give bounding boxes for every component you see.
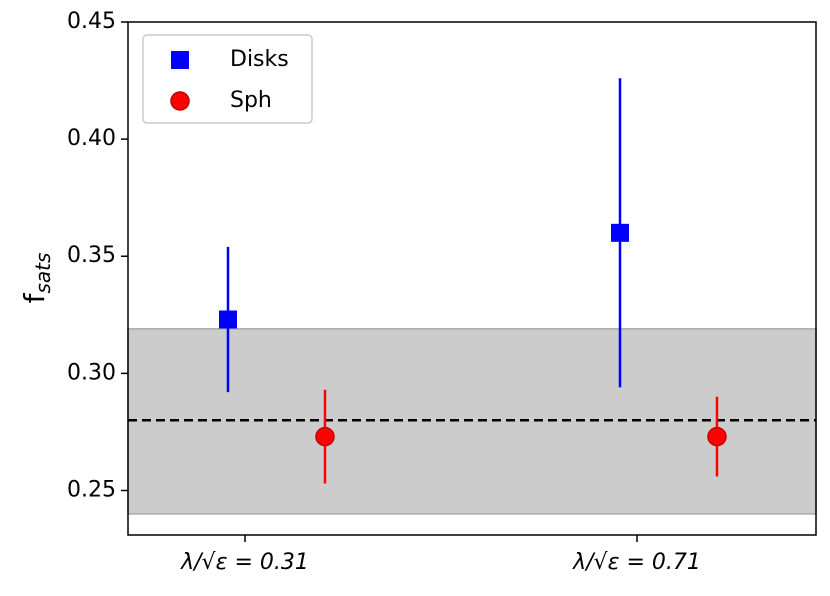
y-tick-label: 0.25: [67, 477, 116, 502]
data-point: [707, 426, 727, 447]
data-point: [611, 223, 629, 242]
y-tick-label: 0.30: [67, 360, 116, 385]
y-tick-label: 0.40: [67, 126, 116, 151]
y-tick-label: 0.35: [67, 243, 116, 268]
y-axis-label: fsats: [18, 253, 55, 304]
y-tick-label: 0.45: [67, 9, 116, 34]
data-point: [219, 310, 237, 329]
x-tick-label: λ/√ε = 0.71: [572, 550, 701, 575]
x-tick-label: λ/√ε = 0.31: [180, 550, 309, 575]
legend-label: Disks: [230, 47, 289, 72]
y-label-main: f: [18, 292, 51, 303]
y-label-sub: sats: [31, 253, 55, 294]
plot-frame: [127, 21, 817, 536]
legend-marker: [171, 51, 189, 69]
data-point: [315, 426, 335, 447]
legend-label: Sph: [230, 88, 272, 113]
legend-marker: [170, 91, 190, 111]
